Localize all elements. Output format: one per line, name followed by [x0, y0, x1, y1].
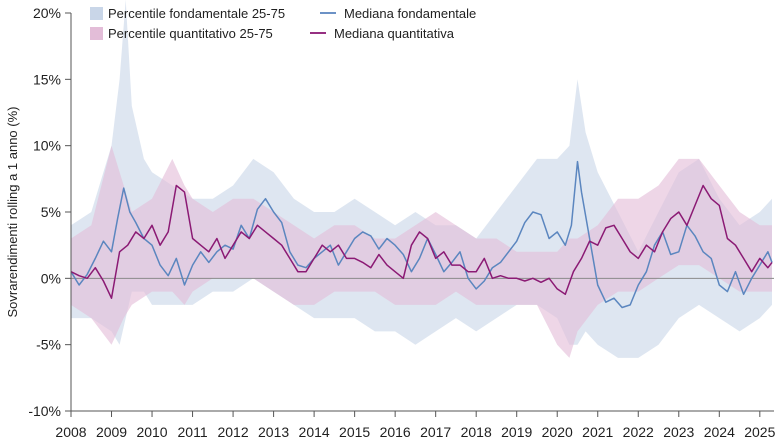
mediana-quantitativa-line	[70, 184, 773, 299]
mediana-fondamentale-line	[70, 160, 773, 309]
y-tick-label: -5%	[36, 337, 61, 353]
legend: Percentile fondamentale 25-75 Mediana fon…	[90, 6, 476, 41]
y-tick-label: 20%	[33, 5, 61, 21]
y-tick-label: -10%	[28, 403, 61, 419]
legend-item-mediana-quantitativa: Mediana quantitativa	[310, 26, 455, 41]
x-tick-label: 2011	[178, 424, 208, 440]
x-tick-label: 2009	[96, 424, 127, 440]
percentile-bands	[71, 0, 772, 358]
y-tick-label: 0%	[41, 270, 61, 286]
x-axis: 2008 2009 2010 2011 2012 2013 2014 2015 2016 2017…	[55, 410, 776, 440]
y-tick-label: 10%	[33, 138, 61, 154]
x-tick-label: 2008	[55, 424, 86, 440]
x-tick-label: 2018	[461, 424, 492, 440]
legend-swatch	[90, 7, 103, 20]
y-axis: 20% 15% 10% 5% 0% -5% -10%	[28, 5, 72, 419]
x-tick-label: 2012	[217, 424, 248, 440]
x-tick-label: 2025	[744, 424, 775, 440]
x-tick-label: 2015	[339, 424, 370, 440]
x-tick-label: 2020	[542, 424, 573, 440]
x-tick-label: 2019	[501, 424, 532, 440]
x-tick-label: 2023	[663, 424, 694, 440]
x-tick-label: 2013	[258, 424, 289, 440]
median-lines	[70, 160, 773, 309]
x-tick-label: 2010	[136, 424, 167, 440]
y-tick-label: 5%	[41, 204, 61, 220]
legend-label: Mediana fondamentale	[344, 6, 476, 21]
x-tick-label: 2021	[582, 424, 613, 440]
x-tick-label: 2014	[299, 424, 330, 440]
legend-label: Percentile quantitativo 25-75	[108, 26, 273, 41]
legend-label: Percentile fondamentale 25-75	[108, 6, 285, 21]
x-tick-label: 2024	[704, 424, 735, 440]
legend-item-percentile-fondamentale-25-75: Percentile fondamentale 25-75	[90, 6, 285, 21]
x-tick-label: 2016	[380, 424, 411, 440]
y-axis-title: Sovrarendimenti rolling a 1 anno (%)	[5, 107, 20, 318]
legend-item-mediana-fondamentale: Mediana fondamentale	[320, 6, 476, 21]
y-tick-label: 15%	[33, 71, 61, 87]
legend-swatch	[90, 27, 103, 40]
legend-label: Mediana quantitativa	[334, 26, 455, 41]
x-tick-label: 2022	[623, 424, 654, 440]
x-tick-label: 2017	[420, 424, 451, 440]
legend-item-percentile-quantitativo-25-75: Percentile quantitativo 25-75	[90, 26, 273, 41]
